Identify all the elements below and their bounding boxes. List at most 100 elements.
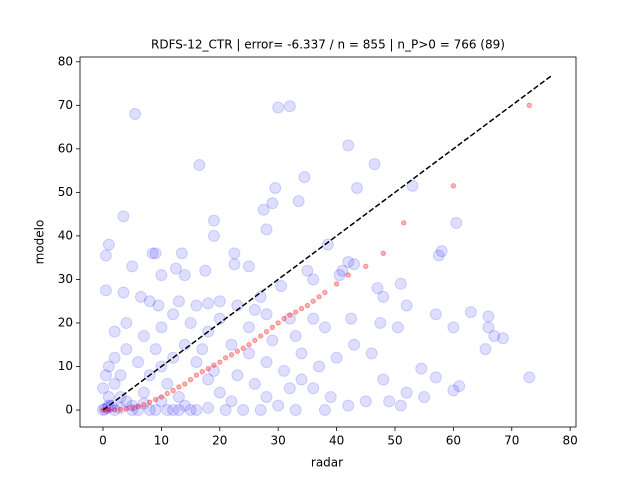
fit-point bbox=[333, 281, 340, 287]
fit-point bbox=[111, 407, 118, 413]
point bbox=[207, 214, 220, 227]
y-tick-label: 70 bbox=[58, 98, 73, 112]
point bbox=[260, 223, 273, 236]
fit-point bbox=[281, 315, 287, 322]
x-tick-label: 0 bbox=[99, 434, 107, 448]
point bbox=[365, 347, 378, 360]
point bbox=[307, 312, 320, 325]
point bbox=[207, 364, 220, 377]
point bbox=[330, 351, 343, 364]
point bbox=[377, 373, 390, 386]
point bbox=[102, 238, 115, 251]
point bbox=[202, 373, 215, 386]
point bbox=[400, 299, 413, 312]
point bbox=[108, 351, 121, 364]
point bbox=[266, 197, 279, 210]
point bbox=[225, 395, 238, 408]
point bbox=[143, 404, 156, 417]
point bbox=[167, 404, 180, 417]
y-tick-label: 60 bbox=[58, 141, 73, 155]
point bbox=[348, 258, 361, 271]
point bbox=[301, 264, 314, 277]
point bbox=[242, 321, 255, 334]
point bbox=[482, 310, 495, 323]
point bbox=[275, 279, 288, 292]
point bbox=[155, 321, 168, 334]
point bbox=[242, 347, 255, 360]
point bbox=[137, 397, 150, 410]
point bbox=[278, 364, 291, 377]
fit-point bbox=[106, 407, 112, 413]
fit-point bbox=[526, 102, 532, 109]
point bbox=[377, 290, 390, 303]
point bbox=[237, 404, 250, 417]
point bbox=[117, 210, 130, 223]
x-tick-label: 30 bbox=[271, 434, 286, 448]
y-tick-label: 50 bbox=[58, 185, 73, 199]
point bbox=[126, 404, 139, 417]
fit-point bbox=[322, 289, 328, 296]
y-tick-label: 40 bbox=[58, 228, 73, 242]
y-tick-label: 10 bbox=[58, 359, 73, 373]
fit-point bbox=[141, 402, 147, 408]
point bbox=[190, 299, 203, 312]
fit-point bbox=[228, 352, 235, 358]
point bbox=[178, 399, 191, 412]
point bbox=[99, 284, 112, 297]
point bbox=[269, 182, 282, 195]
point bbox=[213, 386, 226, 399]
point bbox=[336, 264, 349, 277]
point bbox=[184, 404, 197, 417]
point bbox=[143, 295, 156, 308]
point bbox=[132, 404, 145, 417]
fit-point bbox=[310, 298, 316, 304]
point bbox=[453, 380, 466, 393]
point bbox=[272, 399, 285, 412]
fit-point bbox=[269, 324, 276, 331]
point bbox=[99, 369, 112, 382]
point bbox=[406, 179, 419, 192]
point bbox=[172, 295, 185, 308]
fit-point bbox=[187, 376, 194, 383]
point bbox=[108, 404, 121, 417]
fit-point bbox=[304, 302, 311, 309]
fit-point bbox=[217, 359, 223, 365]
fit-point bbox=[363, 263, 369, 270]
y-axis-label: modelo bbox=[33, 220, 47, 265]
point bbox=[167, 308, 180, 321]
point bbox=[383, 395, 396, 408]
point bbox=[435, 245, 448, 258]
point bbox=[137, 386, 150, 399]
fit-point bbox=[193, 372, 200, 378]
point bbox=[155, 395, 168, 408]
y-tick-label: 30 bbox=[58, 272, 73, 286]
point bbox=[295, 373, 308, 386]
fit-point bbox=[222, 355, 229, 361]
point bbox=[497, 332, 510, 345]
point bbox=[342, 256, 355, 269]
point bbox=[228, 247, 241, 260]
point bbox=[359, 395, 372, 408]
point bbox=[146, 247, 159, 260]
point bbox=[321, 238, 334, 251]
point bbox=[313, 360, 326, 373]
point bbox=[213, 295, 226, 308]
point bbox=[394, 399, 407, 412]
point bbox=[371, 282, 384, 295]
fit-point bbox=[117, 406, 124, 412]
point bbox=[178, 269, 191, 282]
point bbox=[129, 108, 142, 121]
point bbox=[184, 316, 197, 329]
point bbox=[257, 203, 270, 216]
point bbox=[333, 269, 346, 282]
point bbox=[126, 399, 139, 412]
point bbox=[161, 377, 174, 390]
x-tick-label: 80 bbox=[563, 434, 578, 448]
point bbox=[415, 362, 428, 375]
point bbox=[120, 343, 133, 356]
point bbox=[108, 377, 121, 390]
fit-point bbox=[170, 387, 176, 394]
point bbox=[190, 404, 203, 417]
y-tick-label: 20 bbox=[58, 315, 73, 329]
